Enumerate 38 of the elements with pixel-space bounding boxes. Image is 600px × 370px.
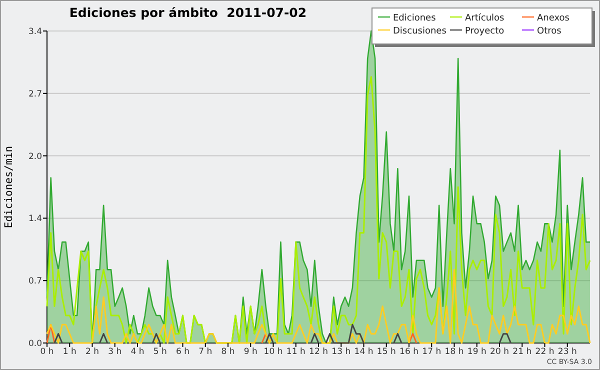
x-tick-label: 2 h [86, 347, 99, 357]
x-tick-label: 6 h [176, 347, 190, 357]
x-tick-label: 4 h [130, 347, 144, 357]
legend-label: Discusiones [393, 26, 447, 36]
x-tick-label: 7 h [198, 347, 212, 357]
x-tick-label: 18 h [444, 347, 464, 357]
y-tick-label: 1.4 [28, 214, 42, 224]
x-tick-label: 5 h [153, 347, 167, 357]
x-tick-label: 3 h [108, 347, 122, 357]
x-tick-label: 20 h [490, 347, 509, 357]
x-tick-label: 22 h [535, 347, 554, 357]
x-tick-label: 23 h [558, 347, 577, 357]
y-tick-label: 0.7 [28, 276, 42, 287]
x-tick-label: 8 h [221, 347, 235, 357]
x-tick-label: 1 h [62, 347, 76, 357]
y-axis-title: Ediciones/min [3, 146, 15, 228]
legend-label: Ediciones [393, 14, 436, 24]
legend-label: Anexos [537, 14, 570, 24]
x-tick-label: 13 h [332, 347, 351, 357]
legend-label: Artículos [465, 12, 505, 24]
y-tick-label: 2.0 [28, 152, 42, 162]
x-tick-label: 19 h [467, 347, 486, 357]
legend-label: Proyecto [465, 26, 505, 36]
x-tick-label: 15 h [376, 347, 396, 357]
x-tick-label: 11 h [286, 347, 306, 357]
x-tick-label: 16 h [400, 347, 418, 357]
y-tick-label: 3.4 [28, 27, 42, 37]
x-tick-label: 10 h [264, 347, 283, 357]
chart-title: Ediciones por ámbito 2011-07-02 [69, 5, 307, 20]
y-tick-label: 0.0 [28, 339, 42, 349]
x-tick-label: 21 h [512, 347, 532, 357]
x-tick-label: 14 h [354, 347, 374, 357]
legend-label: Otros [537, 26, 562, 36]
x-tick-label: 12 h [309, 347, 328, 357]
x-tick-label: 9 h [244, 347, 258, 357]
y-tick-label: 2.7 [28, 89, 42, 100]
x-tick-label: 17 h [422, 347, 442, 357]
x-tick-label: 0 h [40, 347, 54, 357]
